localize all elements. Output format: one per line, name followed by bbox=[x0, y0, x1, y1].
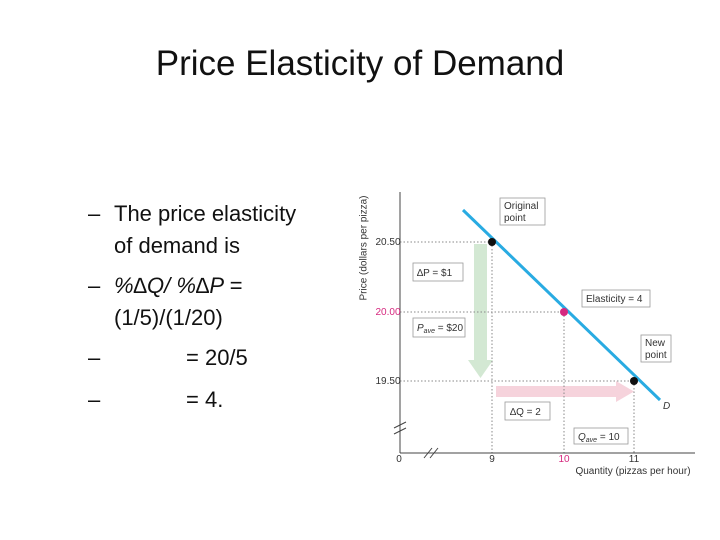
callout-text: point bbox=[645, 350, 667, 361]
curve-label: D bbox=[663, 401, 670, 412]
callout-box bbox=[499, 197, 546, 226]
slide-title: Price Elasticity of Demand bbox=[155, 44, 565, 83]
x-tick-label: 9 bbox=[489, 454, 495, 465]
bullet-marker: – bbox=[88, 387, 101, 412]
delta-q-arrowhead bbox=[616, 381, 634, 402]
bullet-marker: – bbox=[88, 273, 101, 298]
x-axis-title: Quantity (pizzas per hour) bbox=[575, 466, 690, 477]
callout-text: Pave = $20 bbox=[417, 323, 463, 335]
bullet: – The price elasticity of demand is bbox=[88, 198, 296, 262]
axis-break bbox=[423, 447, 439, 459]
bullet: – %∆Q/ %∆P = (1/5)/(1/20) bbox=[88, 270, 296, 334]
callout-text: New bbox=[645, 338, 666, 349]
callout-text: = $20 bbox=[435, 323, 464, 334]
callout-text: ∆P = $1 bbox=[417, 268, 453, 279]
bullet-marker: – bbox=[88, 345, 101, 370]
callout-box bbox=[573, 427, 629, 445]
callout-box bbox=[581, 289, 651, 308]
callout-text: point bbox=[504, 213, 526, 224]
bullet-line: = 20/5 bbox=[186, 345, 248, 370]
callout-box bbox=[412, 262, 464, 282]
x-tick-label: 10 bbox=[558, 454, 570, 465]
delta-p-arrow bbox=[474, 244, 487, 362]
callout-text: Elasticity = 4 bbox=[586, 294, 643, 305]
bullet-line: The price elasticity bbox=[114, 201, 297, 226]
x-tick-label: 11 bbox=[629, 454, 640, 465]
callout-text: ∆Q = 2 bbox=[510, 407, 541, 418]
y-tick-label: 20.50 bbox=[375, 237, 400, 248]
origin-label: 0 bbox=[396, 454, 402, 465]
subscript: ave bbox=[424, 328, 435, 335]
bullet: – = 4. bbox=[88, 384, 296, 416]
callout-text: = 10 bbox=[597, 432, 620, 443]
midpoint bbox=[560, 308, 568, 316]
bullet-line: = 4. bbox=[186, 387, 224, 412]
original-point bbox=[488, 238, 496, 246]
delta-q-arrow bbox=[496, 386, 618, 397]
callout-box bbox=[640, 334, 672, 363]
callout-text: Original bbox=[504, 201, 538, 212]
callout-text: Qave = 10 bbox=[578, 432, 620, 444]
subscript: ave bbox=[586, 437, 597, 444]
bullet-line: of demand is bbox=[114, 233, 240, 258]
axis-break bbox=[393, 421, 407, 435]
symbol: P bbox=[417, 323, 424, 334]
y-tick-label: 20.00 bbox=[375, 307, 400, 318]
bullet-line: %∆Q/ %∆P = bbox=[114, 273, 243, 298]
symbol: Q bbox=[578, 432, 586, 443]
y-tick-label: 19.50 bbox=[375, 376, 400, 387]
y-axis-title: Price (dollars per pizza) bbox=[359, 195, 370, 300]
bullet: – = 20/5 bbox=[88, 342, 296, 374]
callout-box bbox=[412, 317, 466, 338]
delta-p-arrowhead bbox=[468, 360, 493, 378]
new-point bbox=[630, 377, 638, 385]
bullet-line: (1/5)/(1/20) bbox=[114, 305, 223, 330]
callout-box bbox=[504, 401, 551, 421]
bullet-marker: – bbox=[88, 201, 101, 226]
bullet-list: – The price elasticity of demand is – %∆Q/ … bbox=[88, 198, 296, 416]
